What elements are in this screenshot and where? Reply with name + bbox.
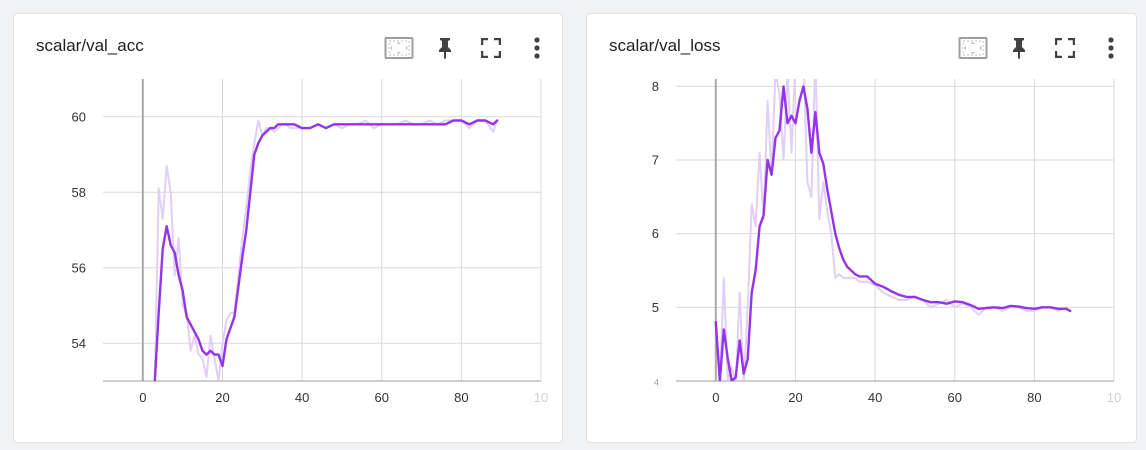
card-toolbar bbox=[942, 33, 1126, 63]
x-tick-label: 60 bbox=[947, 390, 961, 405]
x-tick-label: 40 bbox=[868, 390, 882, 405]
x-tick-label: 0 bbox=[712, 390, 719, 405]
fit-domain-button[interactable] bbox=[958, 33, 988, 63]
fullscreen-icon bbox=[1055, 38, 1075, 58]
y-tick-label: 5 bbox=[652, 300, 659, 315]
y-tick-label: 56 bbox=[72, 260, 86, 275]
y-tick-label: 58 bbox=[72, 185, 86, 200]
y-tick-label: 60 bbox=[72, 109, 86, 124]
fit-domain-button[interactable] bbox=[384, 33, 414, 63]
x-tick-label: 80 bbox=[1027, 390, 1041, 405]
y-tick-label: 6 bbox=[652, 226, 659, 241]
x-tick-label: 20 bbox=[215, 390, 229, 405]
x-tick-label: 0 bbox=[139, 390, 146, 405]
x-tick-label: 10 bbox=[534, 390, 548, 405]
x-tick-label: 80 bbox=[454, 390, 468, 405]
more-options-button[interactable] bbox=[522, 33, 552, 63]
smoothed-series-line bbox=[153, 119, 499, 381]
line-chart-val-acc[interactable]: 0 20 40 60 80 10 54 56 58 60 bbox=[14, 14, 564, 424]
y-tick-label: 8 bbox=[652, 79, 659, 94]
y-tick-label: 7 bbox=[652, 153, 659, 168]
x-tick-label: 40 bbox=[295, 390, 309, 405]
chart-title: scalar/val_acc bbox=[36, 36, 144, 55]
x-tick-label: 10 bbox=[1107, 390, 1121, 405]
fullscreen-button[interactable] bbox=[1050, 33, 1080, 63]
fullscreen-icon bbox=[481, 38, 501, 58]
more-options-button[interactable] bbox=[1096, 33, 1126, 63]
y-tick-label: 4 bbox=[654, 378, 659, 388]
pin-icon bbox=[439, 38, 451, 59]
card-toolbar bbox=[368, 33, 552, 63]
fit-domain-icon bbox=[384, 37, 414, 59]
y-tick-label: 54 bbox=[72, 336, 86, 351]
more-vert-icon bbox=[534, 37, 540, 59]
chart-card-val-acc: scalar/val_acc 0 20 40 60 80 bbox=[13, 13, 563, 443]
more-vert-icon bbox=[1108, 37, 1114, 59]
line-chart-val-loss[interactable]: 0 20 40 60 80 10 4 5 6 7 8 bbox=[587, 14, 1138, 424]
x-tick-label: 20 bbox=[788, 390, 802, 405]
x-tick-label: 60 bbox=[374, 390, 388, 405]
raw-series-line bbox=[153, 119, 499, 381]
raw-series-line bbox=[714, 79, 1072, 381]
fit-domain-icon bbox=[958, 37, 988, 59]
fullscreen-button[interactable] bbox=[476, 33, 506, 63]
smoothed-series-line bbox=[714, 85, 1072, 381]
pin-button[interactable] bbox=[430, 33, 460, 63]
chart-card-val-loss: scalar/val_loss 0 20 40 60 8 bbox=[586, 13, 1137, 443]
pin-button[interactable] bbox=[1004, 33, 1034, 63]
pin-icon bbox=[1013, 38, 1025, 59]
chart-title: scalar/val_loss bbox=[609, 36, 721, 55]
